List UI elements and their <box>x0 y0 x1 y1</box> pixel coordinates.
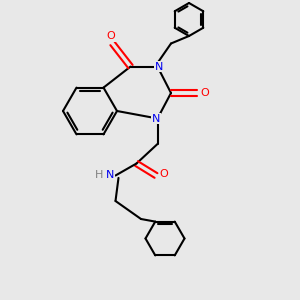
Text: N: N <box>155 61 163 72</box>
Text: O: O <box>106 31 116 41</box>
Text: O: O <box>159 169 168 179</box>
Text: N: N <box>152 113 160 124</box>
Text: N: N <box>106 170 114 181</box>
Text: O: O <box>200 88 209 98</box>
Text: H: H <box>95 170 103 181</box>
